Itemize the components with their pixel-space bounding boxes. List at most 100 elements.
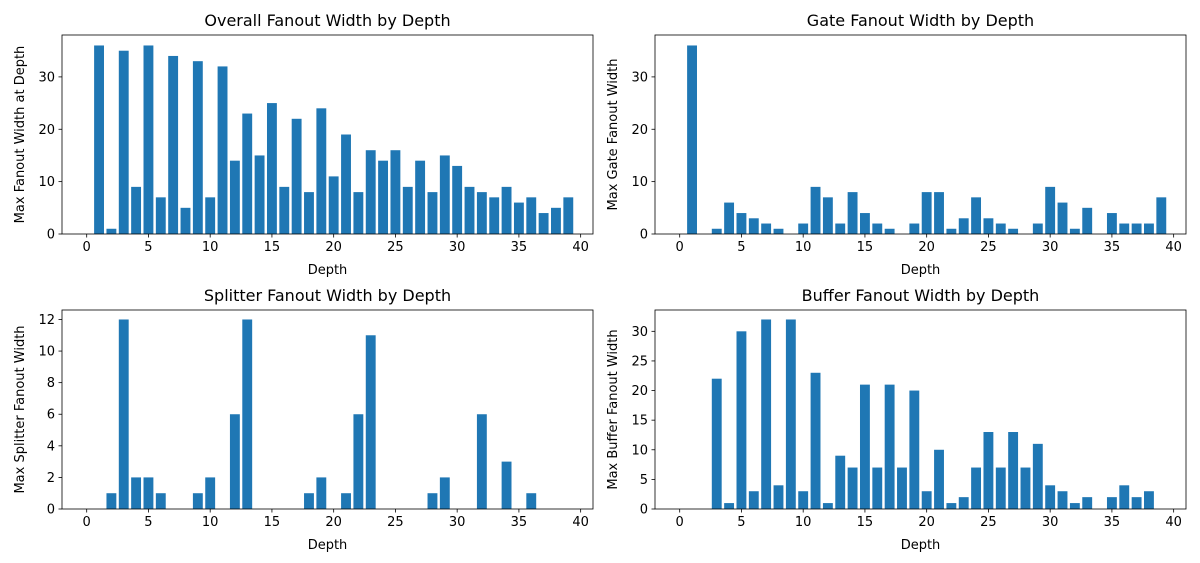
- panel-splitter: Splitter Fanout Width by Depth Depth Max…: [13, 286, 594, 553]
- bar: [316, 108, 327, 234]
- bar: [711, 378, 722, 509]
- x-tick-label: 30: [449, 240, 466, 255]
- y-tick-label: 4: [47, 439, 55, 454]
- bar: [427, 192, 438, 234]
- x-tick-label: 15: [264, 515, 281, 530]
- chart-title: Overall Fanout Width by Depth: [204, 11, 450, 30]
- bar: [909, 390, 920, 509]
- axes-frame: [654, 34, 1187, 235]
- bar: [180, 207, 191, 234]
- bar: [822, 503, 833, 509]
- bar: [983, 432, 994, 509]
- bar: [94, 45, 104, 234]
- y-tick-label: 10: [631, 443, 648, 458]
- y-tick-label: 20: [38, 123, 55, 138]
- x-axis-label: Depth: [308, 263, 348, 278]
- x-tick-label: 5: [737, 515, 745, 530]
- y-axis-label: Max Buffer Fanout Width: [606, 329, 621, 489]
- bar: [1106, 213, 1117, 234]
- x-tick-label: 40: [572, 240, 589, 255]
- x-tick-label: 10: [795, 240, 812, 255]
- bar: [551, 207, 561, 234]
- bar: [415, 160, 426, 234]
- bar: [378, 160, 389, 234]
- bar: [934, 192, 944, 234]
- x-tick-label: 35: [511, 240, 528, 255]
- panel-gate: Gate Fanout Width by Depth Depth Max Gat…: [606, 11, 1187, 278]
- bar: [1020, 467, 1031, 509]
- bar: [526, 493, 537, 509]
- bar: [1057, 202, 1068, 234]
- bar: [266, 103, 277, 234]
- bar: [304, 493, 314, 509]
- x-tick-label: 20: [918, 515, 935, 530]
- y-axis-label: Max Fanout Width at Depth: [13, 46, 28, 224]
- bar: [476, 192, 487, 234]
- bar: [1144, 491, 1154, 509]
- x-tick-label: 15: [857, 240, 874, 255]
- bar: [1008, 432, 1019, 509]
- bar: [291, 118, 302, 234]
- bar: [341, 134, 351, 234]
- x-tick-label: 20: [325, 240, 342, 255]
- bar: [1119, 485, 1130, 509]
- bar: [810, 372, 821, 509]
- x-tick-label: 5: [144, 240, 152, 255]
- chart-title: Splitter Fanout Width by Depth: [204, 286, 451, 305]
- bar: [1144, 223, 1154, 234]
- bar: [897, 467, 907, 509]
- x-tick-label: 35: [511, 515, 528, 530]
- bar: [724, 202, 735, 234]
- y-tick-label: 0: [47, 228, 55, 243]
- x-tick-label: 30: [449, 515, 466, 530]
- bar: [859, 213, 870, 234]
- y-tick-label: 25: [631, 354, 648, 369]
- y-tick-label: 12: [38, 313, 55, 328]
- bar: [810, 186, 821, 234]
- bar: [254, 155, 265, 234]
- bar: [489, 197, 500, 234]
- bar: [847, 467, 858, 509]
- y-axis-label: Max Splitter Fanout Width: [13, 325, 28, 493]
- bar: [192, 61, 203, 235]
- bar: [365, 335, 376, 509]
- bar: [971, 467, 982, 509]
- bar: [1106, 497, 1117, 509]
- bar: [501, 461, 512, 509]
- bar: [304, 192, 314, 234]
- bar: [995, 467, 1006, 509]
- x-tick-label: 0: [83, 240, 91, 255]
- bar: [1032, 223, 1043, 234]
- x-tick-label: 35: [1104, 515, 1121, 530]
- y-tick-label: 20: [631, 384, 648, 399]
- y-tick-label: 15: [631, 414, 648, 429]
- panel-buffer: Buffer Fanout Width by Depth Depth Max B…: [606, 286, 1187, 553]
- bar: [155, 493, 166, 509]
- bar: [168, 55, 179, 235]
- x-tick-label: 35: [1104, 240, 1121, 255]
- bar: [106, 493, 117, 509]
- bar: [711, 228, 722, 234]
- bar: [761, 319, 772, 509]
- x-axis-label: Depth: [308, 538, 348, 553]
- x-tick-label: 25: [980, 515, 997, 530]
- x-tick-label: 15: [264, 240, 281, 255]
- bar: [946, 228, 957, 234]
- y-tick-label: 0: [640, 228, 648, 243]
- bar: [1082, 497, 1093, 509]
- bar: [563, 197, 574, 234]
- bar: [1131, 497, 1142, 509]
- x-tick-label: 20: [918, 240, 935, 255]
- bar: [365, 150, 376, 234]
- x-tick-label: 10: [202, 240, 219, 255]
- bar: [353, 414, 364, 509]
- bar: [1119, 223, 1130, 234]
- bar: [736, 213, 747, 234]
- bar: [464, 186, 475, 234]
- bar: [958, 497, 969, 509]
- bar: [921, 192, 932, 234]
- y-tick-label: 10: [38, 175, 55, 190]
- x-axis-label: Depth: [901, 538, 941, 553]
- bar: [835, 223, 846, 234]
